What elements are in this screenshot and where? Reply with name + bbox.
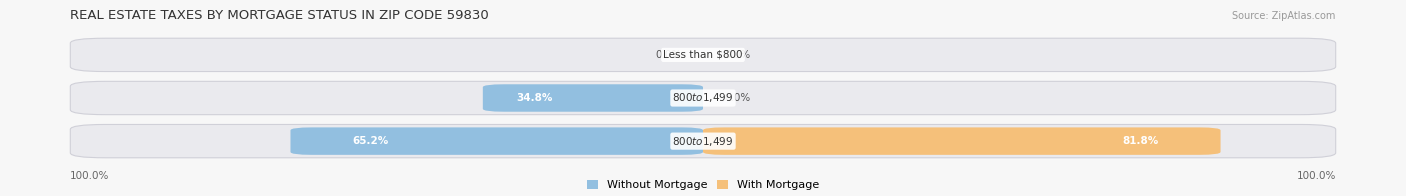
Text: Source: ZipAtlas.com: Source: ZipAtlas.com [1232,11,1336,21]
FancyBboxPatch shape [70,81,1336,115]
Text: $800 to $1,499: $800 to $1,499 [672,92,734,104]
Text: 100.0%: 100.0% [1296,171,1336,181]
FancyBboxPatch shape [70,38,1336,72]
FancyBboxPatch shape [70,124,1336,158]
Text: 0.0%: 0.0% [655,50,682,60]
Text: 34.8%: 34.8% [516,93,553,103]
Text: 65.2%: 65.2% [353,136,388,146]
FancyBboxPatch shape [482,84,703,112]
Text: 0.0%: 0.0% [724,93,751,103]
Text: 0.0%: 0.0% [724,50,751,60]
Text: $800 to $1,499: $800 to $1,499 [672,135,734,148]
Text: 81.8%: 81.8% [1122,136,1159,146]
Text: REAL ESTATE TAXES BY MORTGAGE STATUS IN ZIP CODE 59830: REAL ESTATE TAXES BY MORTGAGE STATUS IN … [70,9,489,22]
FancyBboxPatch shape [703,127,1220,155]
FancyBboxPatch shape [291,127,703,155]
Text: Less than $800: Less than $800 [664,50,742,60]
Legend: Without Mortgage, With Mortgage: Without Mortgage, With Mortgage [588,180,818,191]
Text: 100.0%: 100.0% [70,171,110,181]
